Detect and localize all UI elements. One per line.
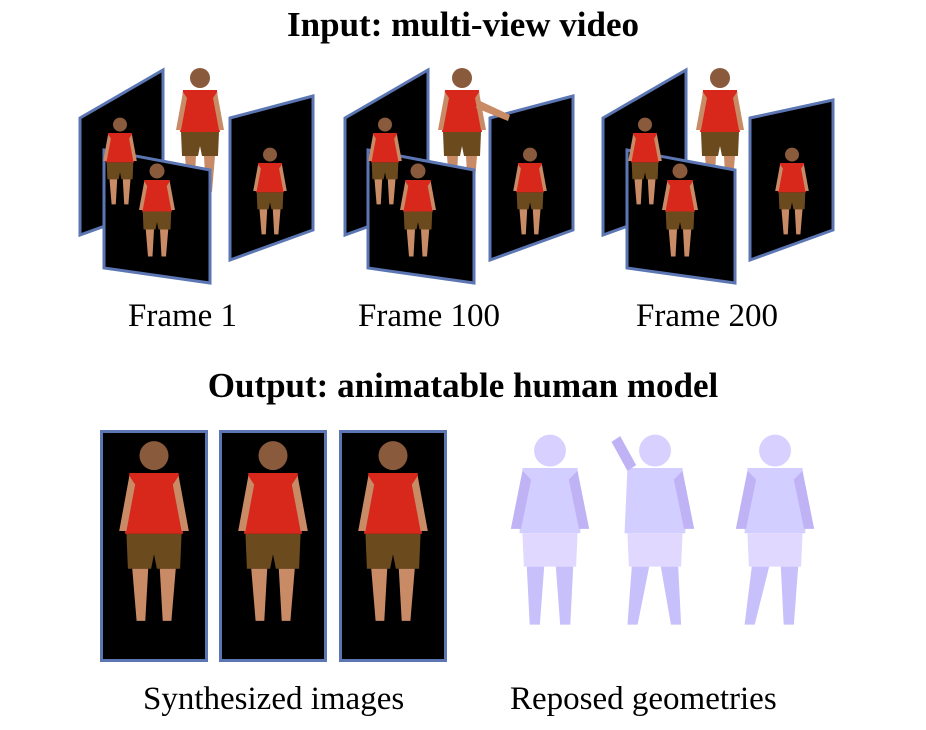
synthesized-person-3 (358, 441, 428, 621)
input-title: Input: multi-view video (287, 5, 639, 44)
reposed-mesh-2 (611, 434, 695, 625)
reposed-mesh-1 (510, 434, 590, 625)
synthesized-person-1 (119, 441, 189, 621)
synthesized-images-label: Synthesized images (143, 681, 405, 717)
reposed-mesh-3 (735, 434, 815, 625)
frame-1-views (78, 67, 315, 285)
synthesized-person-2 (238, 441, 308, 621)
output-title: Output: animatable human model (207, 366, 719, 405)
frame-100-label: Frame 100 (358, 298, 501, 334)
frame-1-label: Frame 1 (128, 298, 238, 334)
reposed-geometries-label: Reposed geometries (510, 681, 777, 717)
frame-100-views (343, 67, 575, 285)
frame-200-label: Frame 200 (636, 298, 779, 334)
frame-200-views (601, 67, 835, 285)
